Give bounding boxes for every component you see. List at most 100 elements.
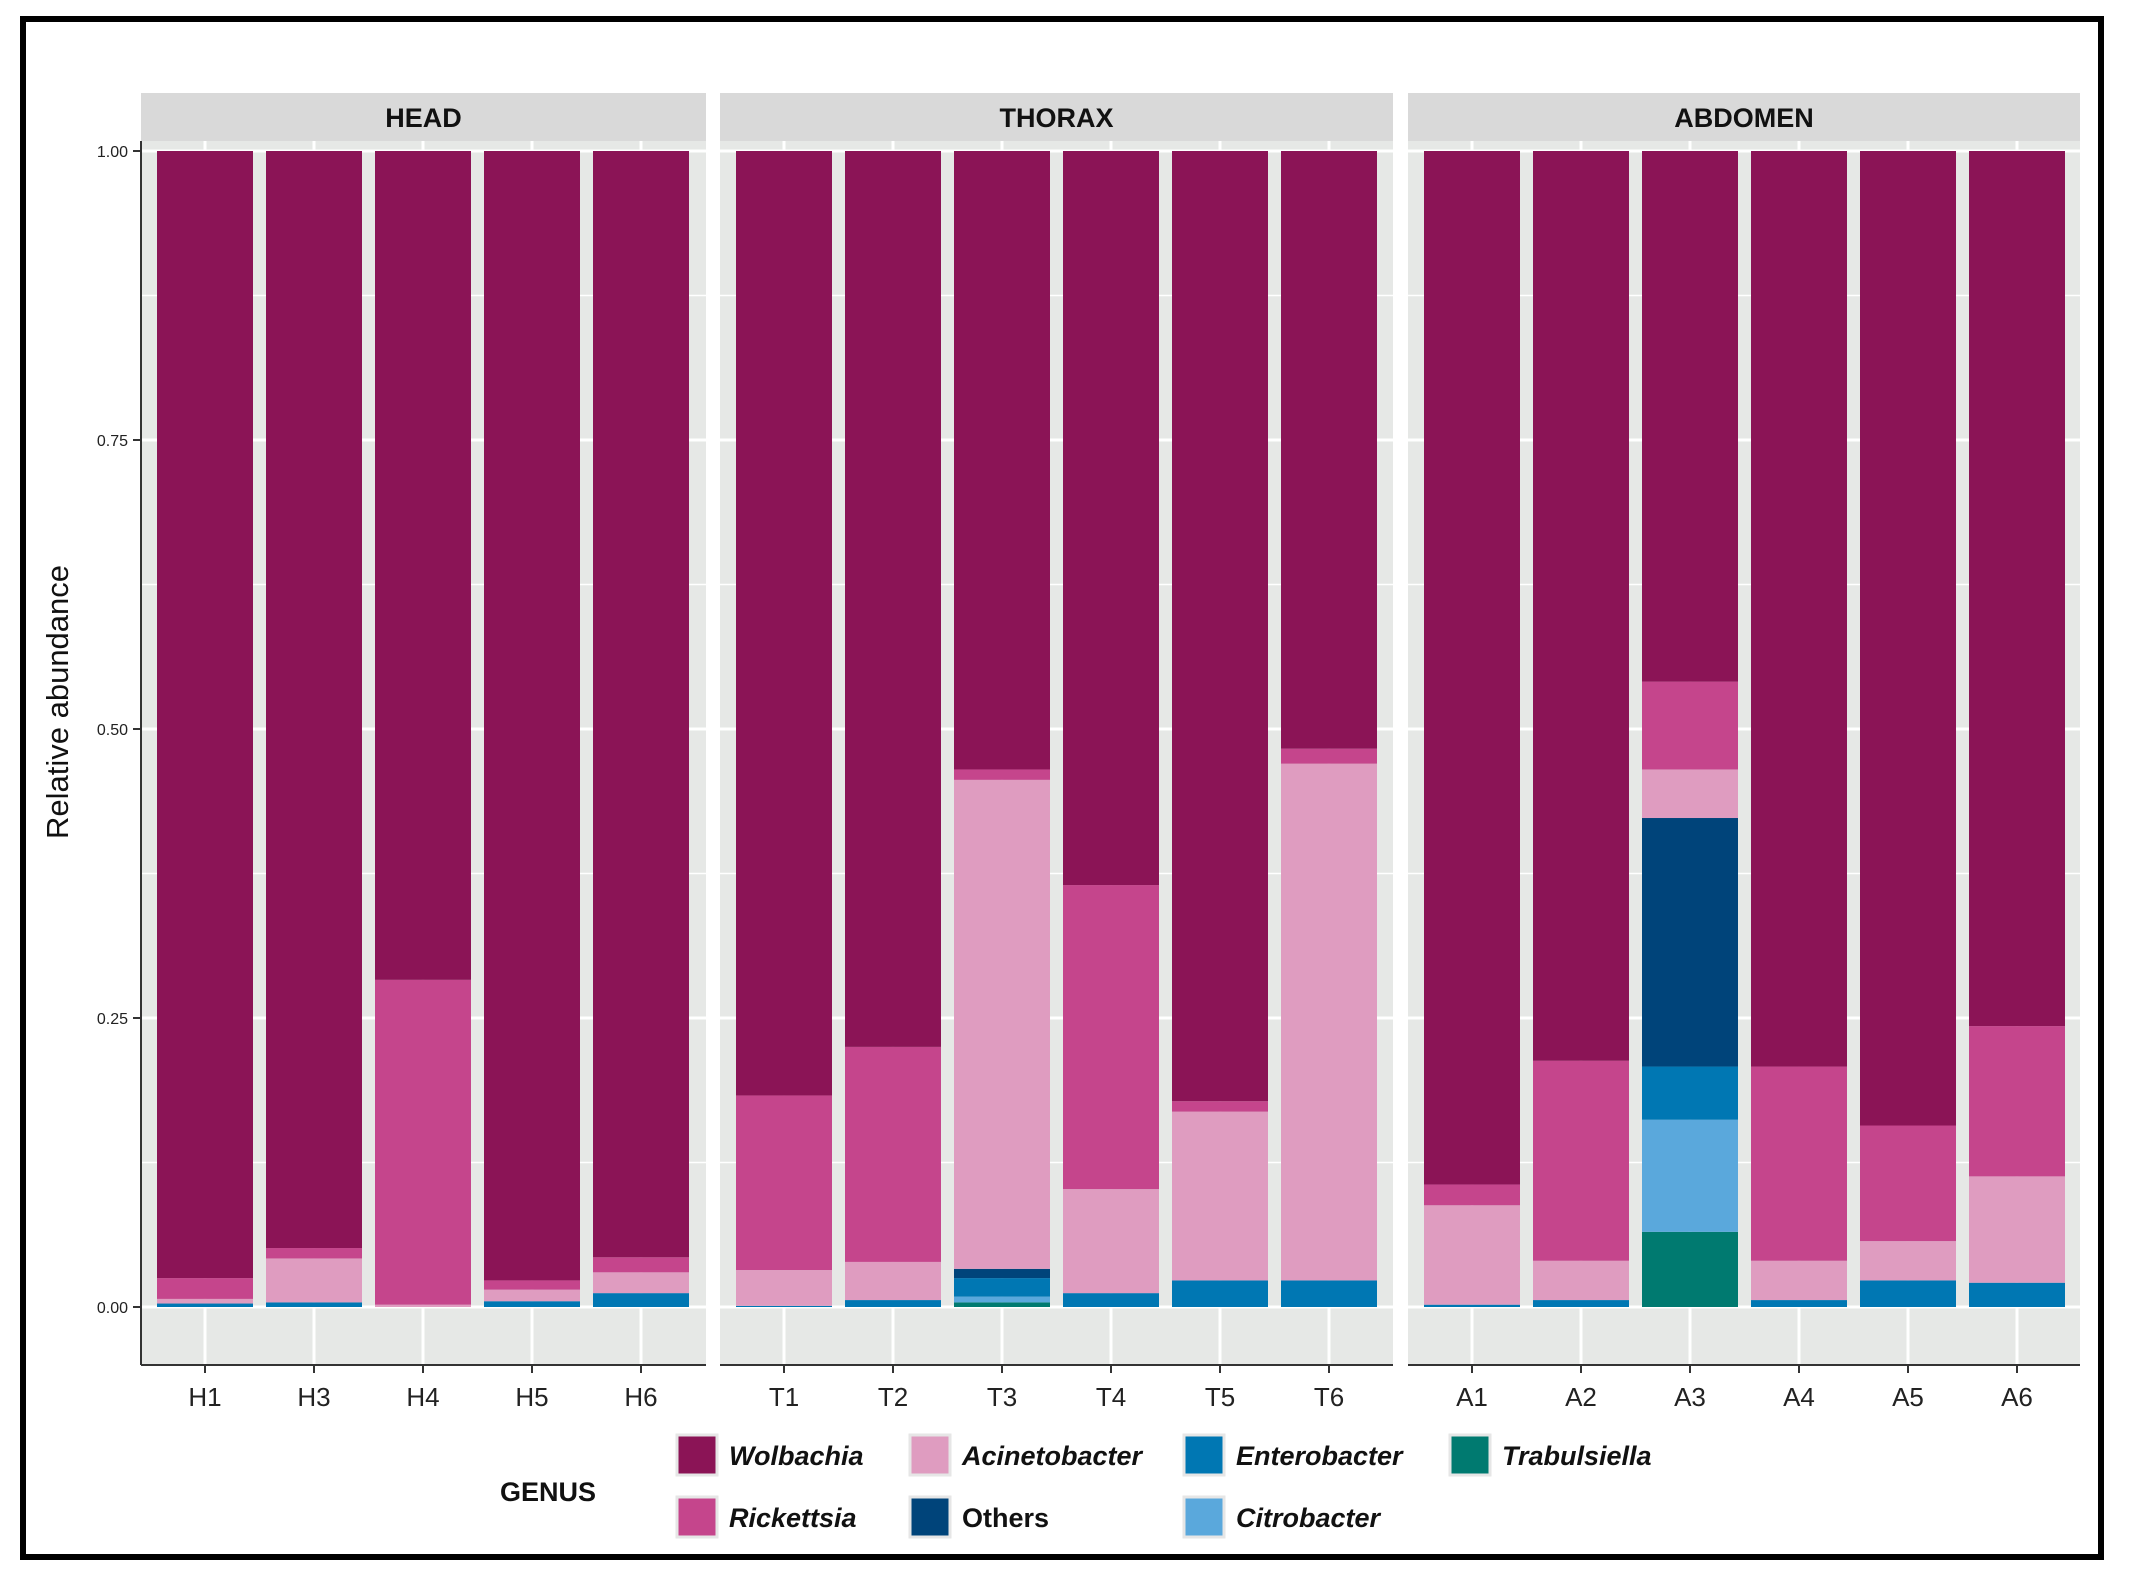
facet-strip xyxy=(141,93,706,141)
facet-title: HEAD xyxy=(385,103,462,133)
x-tick-label: H1 xyxy=(188,1382,221,1412)
legend-label: Rickettsia xyxy=(729,1503,857,1533)
bar-segment-enterobacter xyxy=(1533,1300,1629,1307)
x-tick-label: T5 xyxy=(1205,1382,1235,1412)
bar-segment-citrobacter xyxy=(954,1296,1050,1303)
bar-segment-others xyxy=(1642,818,1738,1067)
bar-a6 xyxy=(1969,151,2065,1307)
bar-h4 xyxy=(375,151,471,1307)
facet-abdomen: ABDOMEN A1 A2 A3 A4 A5 A6 xyxy=(1408,93,2080,1412)
bar-segment-wolbachia xyxy=(1533,151,1629,1061)
x-tick-label: A3 xyxy=(1674,1382,1706,1412)
bar-segment-rickettsia xyxy=(157,1278,253,1299)
bar-segment-wolbachia xyxy=(736,151,832,1096)
bar-segment-wolbachia xyxy=(266,151,362,1249)
bar-segment-enterobacter xyxy=(1642,1066,1738,1120)
bar-segment-rickettsia xyxy=(593,1257,689,1273)
bar-segment-enterobacter xyxy=(1969,1282,2065,1307)
bar-segment-trabulsiella xyxy=(954,1302,1050,1307)
facet-thorax: THORAX T1 T2 T3 T4 T5 T6 xyxy=(720,93,1393,1412)
bar-segment-others xyxy=(954,1268,1050,1279)
bar-segment-acinetobacter xyxy=(593,1272,689,1294)
bar-segment-rickettsia xyxy=(1642,681,1738,770)
y-tick-label: 0.00 xyxy=(97,1300,128,1317)
bar-segment-wolbachia xyxy=(845,151,941,1047)
legend-item-acinetobacter: Acinetobacter xyxy=(908,1433,1144,1477)
bar-t2 xyxy=(845,151,941,1307)
legend-label: Trabulsiella xyxy=(1502,1441,1652,1471)
bar-t1 xyxy=(736,151,832,1307)
bar-segment-wolbachia xyxy=(1969,151,2065,1027)
bar-segment-acinetobacter xyxy=(157,1298,253,1304)
bar-segment-enterobacter xyxy=(1281,1280,1377,1307)
bar-segment-rickettsia xyxy=(954,769,1050,780)
legend-swatch xyxy=(908,1495,952,1539)
bar-segment-rickettsia xyxy=(375,979,471,1305)
bar-segment-trabulsiella xyxy=(1642,1231,1738,1307)
legend-label: Enterobacter xyxy=(1236,1441,1404,1471)
legend-swatch xyxy=(1448,1433,1492,1477)
x-tick-label: T2 xyxy=(878,1382,908,1412)
bar-segment-acinetobacter xyxy=(1751,1260,1847,1301)
x-tick-label: H6 xyxy=(624,1382,657,1412)
y-axis: 0.00 0.25 0.50 0.75 1.00 Relative abundance xyxy=(40,141,142,1365)
bar-t3 xyxy=(954,151,1050,1307)
bar-segment-rickettsia xyxy=(484,1280,580,1290)
bar-segment-wolbachia xyxy=(1424,151,1520,1185)
x-tick-label: H5 xyxy=(515,1382,548,1412)
bar-segment-acinetobacter xyxy=(1860,1241,1956,1281)
bar-segment-enterobacter xyxy=(1063,1293,1159,1307)
bar-segment-acinetobacter xyxy=(1281,763,1377,1281)
x-tick-label: H3 xyxy=(297,1382,330,1412)
bar-segment-acinetobacter xyxy=(266,1258,362,1303)
bar-segment-wolbachia xyxy=(375,151,471,980)
y-tick-label: 0.50 xyxy=(97,722,128,739)
y-tick-label: 0.75 xyxy=(97,433,128,450)
legend-item-trabulsiella: Trabulsiella xyxy=(1448,1433,1652,1477)
bar-h3 xyxy=(266,151,362,1307)
legend-label: Acinetobacter xyxy=(961,1441,1144,1471)
bar-segment-enterobacter xyxy=(157,1303,253,1307)
bar-segment-wolbachia xyxy=(1751,151,1847,1067)
bar-segment-acinetobacter xyxy=(375,1304,471,1307)
bar-segment-wolbachia xyxy=(1172,151,1268,1102)
legend-swatch xyxy=(1182,1433,1226,1477)
bar-segment-acinetobacter xyxy=(1642,769,1738,819)
legend-title: GENUS xyxy=(500,1477,596,1507)
bar-segment-enterobacter xyxy=(736,1305,832,1307)
facet-title: ABDOMEN xyxy=(1674,103,1814,133)
bar-segment-wolbachia xyxy=(1642,151,1738,682)
legend-swatch xyxy=(1182,1495,1226,1539)
x-tick-label: T6 xyxy=(1314,1382,1344,1412)
bar-segment-enterobacter xyxy=(845,1300,941,1307)
bar-t4 xyxy=(1063,151,1159,1307)
bar-h1 xyxy=(157,151,253,1307)
bar-segment-acinetobacter xyxy=(954,779,1050,1269)
bar-segment-rickettsia xyxy=(1533,1060,1629,1261)
bar-segment-enterobacter xyxy=(1860,1280,1956,1307)
bar-segment-rickettsia xyxy=(1751,1066,1847,1261)
y-tick-label: 0.25 xyxy=(97,1011,128,1028)
x-tick-label: A2 xyxy=(1565,1382,1597,1412)
x-tick-label: A6 xyxy=(2001,1382,2033,1412)
bar-segment-citrobacter xyxy=(1642,1119,1738,1232)
bar-a4 xyxy=(1751,151,1847,1307)
y-axis-label: Relative abundance xyxy=(40,565,75,839)
legend-item-wolbachia: Wolbachia xyxy=(675,1433,864,1477)
bar-segment-acinetobacter xyxy=(1063,1189,1159,1294)
bar-t5 xyxy=(1172,151,1268,1307)
bar-segment-acinetobacter xyxy=(736,1270,832,1306)
bar-segment-acinetobacter xyxy=(1172,1111,1268,1281)
legend-swatch xyxy=(675,1495,719,1539)
x-tick-label: T3 xyxy=(987,1382,1017,1412)
bar-segment-enterobacter xyxy=(266,1302,362,1307)
panel-background xyxy=(720,141,1393,1365)
bar-segment-enterobacter xyxy=(1424,1304,1520,1307)
legend: GENUS Wolbachia Rickettsia Acinetobacter Oth… xyxy=(500,1433,1652,1539)
legend-swatch xyxy=(908,1433,952,1477)
bar-segment-rickettsia xyxy=(1172,1101,1268,1112)
bar-segment-acinetobacter xyxy=(1969,1176,2065,1283)
bar-t6 xyxy=(1281,151,1377,1307)
bar-segment-wolbachia xyxy=(1860,151,1956,1126)
